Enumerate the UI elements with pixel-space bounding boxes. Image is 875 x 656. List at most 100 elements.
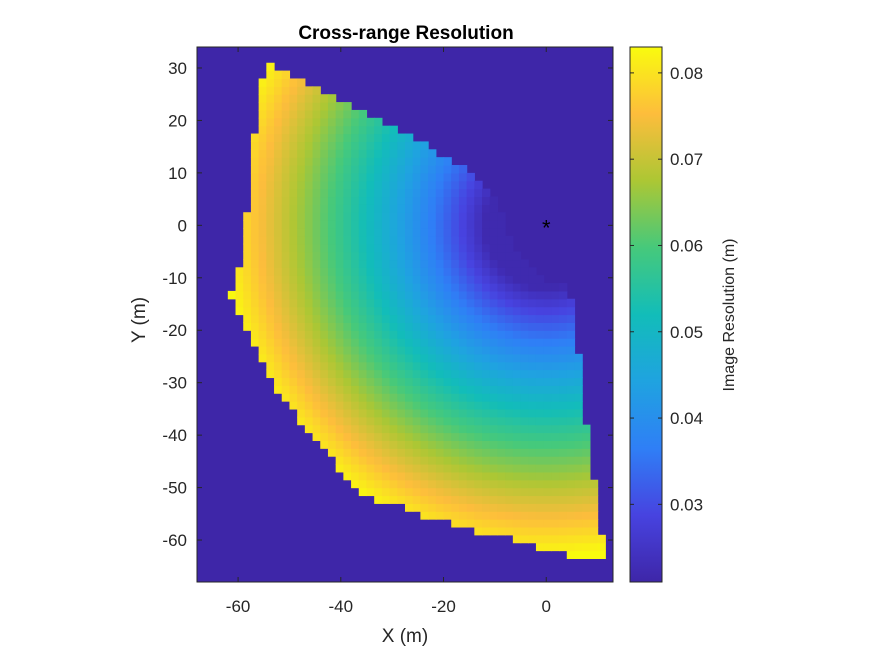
heatmap-cell (443, 479, 452, 489)
heatmap-cell (528, 314, 537, 323)
heatmap-cell (327, 141, 337, 150)
heatmap-cell (559, 401, 568, 410)
heatmap-cell (327, 125, 337, 135)
heatmap-cell (343, 165, 352, 174)
heatmap-cell (505, 393, 514, 402)
heatmap-cell (366, 416, 375, 426)
heatmap-cell (566, 298, 576, 308)
heatmap-cell (274, 212, 283, 221)
heatmap-cell (435, 345, 445, 355)
heatmap-cell (351, 330, 360, 339)
heatmap-cell (458, 353, 468, 363)
heatmap-cell (358, 479, 368, 489)
heatmap-cell (258, 78, 267, 87)
heatmap-cell (381, 361, 391, 371)
heatmap-cell (474, 519, 483, 528)
heatmap-cell (412, 188, 421, 198)
heatmap-cell (281, 157, 291, 166)
heatmap-cell (274, 188, 283, 198)
heatmap-cell (250, 188, 260, 198)
heatmap-cell (489, 393, 499, 402)
heatmap-cell (535, 487, 545, 497)
heatmap-cell (258, 212, 267, 221)
heatmap-cell (443, 204, 452, 213)
heatmap-cell (243, 314, 252, 323)
heatmap-cell (566, 408, 576, 418)
heatmap-cell (312, 275, 321, 284)
heatmap-cell (374, 180, 383, 190)
heatmap-cell (266, 283, 275, 292)
y-tick-label: 10 (168, 164, 187, 183)
heatmap-cell (335, 463, 344, 473)
heatmap-cell (482, 408, 491, 418)
heatmap-cell (289, 212, 298, 221)
heatmap-cell (351, 440, 360, 449)
heatmap-cell (412, 495, 421, 504)
heatmap-cell (381, 290, 391, 300)
heatmap-cell (250, 227, 260, 237)
heatmap-cell (281, 369, 291, 379)
heatmap-cell (297, 377, 306, 386)
heatmap-cell (582, 503, 591, 512)
heatmap-cell (351, 338, 360, 347)
heatmap-cell (397, 306, 406, 316)
heatmap-cell (343, 109, 352, 119)
heatmap-cell (443, 338, 452, 347)
heatmap-cell (543, 511, 552, 520)
heatmap-cell (451, 369, 460, 379)
heatmap-cell (451, 401, 460, 410)
heatmap-cell (343, 267, 352, 276)
heatmap-cell (582, 432, 591, 441)
heatmap-cell (381, 338, 391, 347)
heatmap-cell (281, 78, 291, 87)
heatmap-cell (451, 393, 460, 402)
heatmap-cell (482, 456, 491, 465)
heatmap-cell (366, 290, 375, 300)
heatmap-cell (505, 401, 514, 410)
heatmap-cell (474, 463, 483, 473)
heatmap-cell (258, 283, 267, 292)
colorbar-label: Image Resolution (m) (721, 239, 738, 392)
heatmap-cell (512, 338, 522, 347)
heatmap-cell (312, 306, 321, 316)
heatmap-cell (374, 487, 383, 497)
heatmap-cell (420, 330, 429, 339)
heatmap-cell (443, 456, 452, 465)
heatmap-cell (304, 361, 314, 371)
heatmap-cell (335, 424, 344, 434)
heatmap-cell (281, 267, 291, 276)
heatmap-cell (374, 424, 383, 434)
heatmap-cell (274, 109, 283, 119)
heatmap-cell (520, 393, 529, 402)
heatmap-cell (366, 456, 375, 465)
heatmap-cell (266, 314, 275, 323)
heatmap-cell (381, 401, 391, 410)
heatmap-cell (559, 542, 568, 552)
heatmap-cell (358, 361, 368, 371)
heatmap-cell (451, 306, 460, 316)
heatmap-cell (520, 503, 529, 512)
heatmap-cell (266, 141, 275, 150)
heatmap-cell (381, 408, 391, 418)
heatmap-cell (482, 511, 491, 520)
heatmap-cell (397, 448, 406, 457)
heatmap-cell (250, 235, 260, 245)
heatmap-cell (335, 180, 344, 190)
heatmap-cell (312, 432, 321, 441)
heatmap-cell (243, 290, 252, 300)
heatmap-cell (289, 290, 298, 300)
heatmap-cell (428, 479, 437, 489)
heatmap-cell (320, 204, 329, 213)
heatmap-cell (466, 235, 475, 245)
heatmap-cell (358, 456, 368, 465)
heatmap-cell (559, 424, 568, 434)
heatmap-cell (505, 275, 514, 284)
heatmap-cell (343, 330, 352, 339)
heatmap-cell (381, 251, 391, 261)
heatmap-cell (397, 165, 406, 174)
heatmap-cell (297, 204, 306, 213)
heatmap-cell (320, 243, 329, 253)
heatmap-cell (428, 361, 437, 371)
heatmap-cell (412, 267, 421, 276)
